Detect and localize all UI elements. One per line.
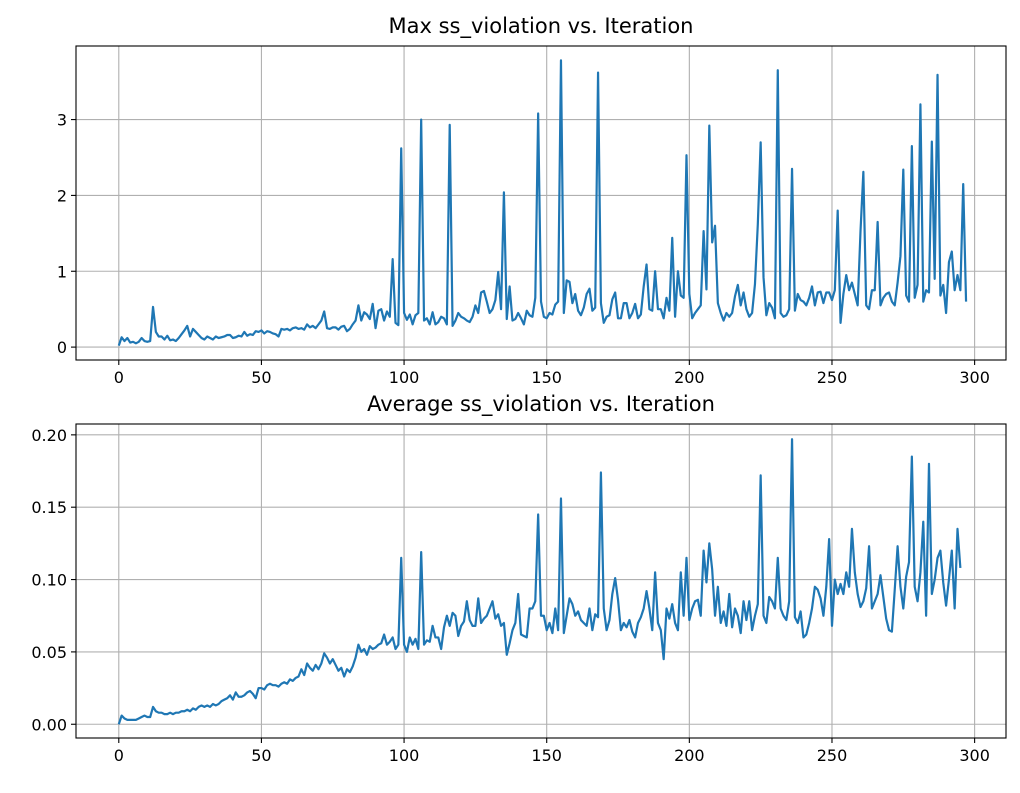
axes-frame	[75, 423, 1007, 739]
y-tick-label: 0.15	[31, 498, 67, 517]
x-tick-label: 0	[114, 368, 124, 387]
series-line	[117, 438, 962, 725]
x-tick-label: 150	[531, 368, 562, 387]
x-tick-label: 0	[114, 746, 124, 765]
max-violation-chart: 0 50 100 150 200 250 300 0 1 2 3 Max ss_violation v…	[57, 14, 1007, 387]
chart-title: Average ss_violation vs. Iteration	[367, 392, 715, 417]
x-tick-label: 50	[251, 368, 271, 387]
series-line	[117, 59, 968, 346]
y-tick-label: 0	[57, 338, 67, 357]
x-tick-label: 100	[389, 368, 420, 387]
x-tick-label: 250	[817, 746, 848, 765]
y-tick-label: 3	[57, 111, 67, 130]
y-tick-label: 1	[57, 262, 67, 281]
x-tick-label: 300	[959, 368, 990, 387]
y-tick-label: 2	[57, 186, 67, 205]
x-tick-label: 150	[531, 746, 562, 765]
x-tick-label: 200	[674, 368, 705, 387]
x-tick-label: 200	[674, 746, 705, 765]
y-tick-label: 0.10	[31, 571, 67, 590]
x-tick-label: 100	[389, 746, 420, 765]
chart-title: Max ss_violation vs. Iteration	[389, 14, 694, 39]
axes-frame	[75, 45, 1007, 361]
x-tick-label: 300	[959, 746, 990, 765]
x-tick-label: 50	[251, 746, 271, 765]
y-tick-label: 0.20	[31, 426, 67, 445]
average-violation-chart: 0 50 100 150 200 250 300 0.00 0.05 0.10 0.15 0.20 Av…	[31, 392, 1007, 765]
x-tick-label: 250	[817, 368, 848, 387]
y-tick-label: 0.05	[31, 643, 67, 662]
y-tick-label: 0.00	[31, 715, 67, 734]
